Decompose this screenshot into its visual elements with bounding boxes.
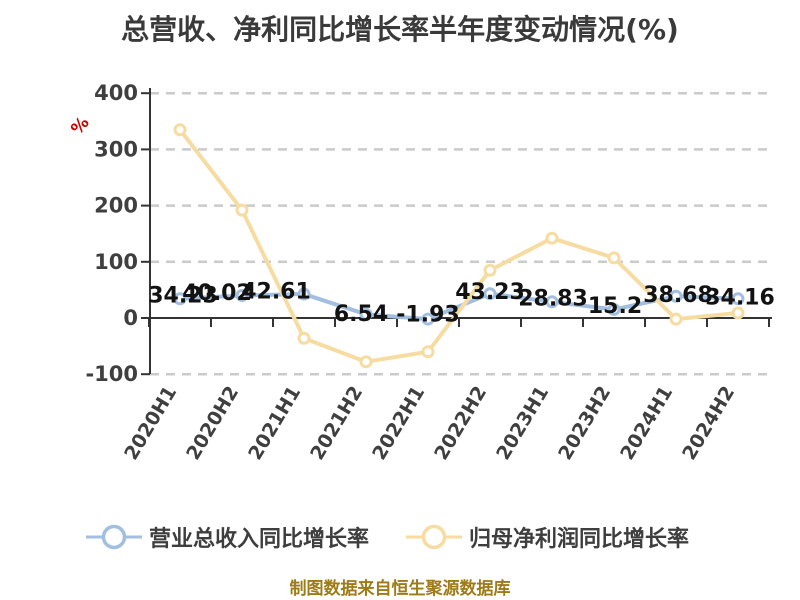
data-point-marker [483, 287, 497, 301]
data-point-label: -1.93 [396, 303, 459, 328]
data-point-marker [359, 307, 373, 321]
data-point-marker [669, 312, 683, 326]
y-tick-label: 200 [94, 194, 138, 218]
data-point-marker [173, 123, 187, 137]
data-point-label: 6.54 [334, 302, 388, 327]
data-point-marker [297, 287, 311, 301]
data-point-label: 34.16 [705, 285, 775, 310]
y-tick-label: -100 [85, 362, 138, 386]
legend-marker-revenue-icon [86, 524, 142, 550]
y-tick-label: 0 [123, 306, 138, 330]
data-point-marker [173, 292, 187, 306]
series-revenue-line [173, 287, 745, 326]
data-point-marker [545, 295, 559, 309]
x-tick-label: 2020H2 [182, 382, 243, 464]
data-point-marker [235, 203, 249, 217]
x-tick-label: 2024H2 [678, 382, 739, 464]
legend-item-revenue[interactable]: 营业总收入同比增长率 [86, 521, 369, 553]
series-profit-line [173, 123, 745, 369]
data-point-marker [297, 331, 311, 345]
data-point-marker [607, 302, 621, 316]
data-point-marker [731, 292, 745, 306]
data-point-label: 40.02 [182, 281, 252, 306]
data-point-marker [607, 251, 621, 265]
legend: 营业总收入同比增长率 归母净利润同比增长率 [0, 521, 800, 553]
data-point-marker [545, 231, 559, 245]
data-point-label: 38.68 [643, 283, 713, 308]
data-point-marker [669, 289, 683, 303]
data-point-label: 43.23 [455, 280, 525, 305]
x-tick-label: 2020H1 [120, 382, 181, 464]
x-category-labels: 2020H1 2020H2 2021H1 2021H2 2022H1 2022H2 2023… [120, 382, 739, 464]
gridlines [150, 91, 772, 376]
x-tick-label: 2023H1 [492, 382, 553, 464]
data-point-marker [483, 263, 497, 277]
x-tick-label: 2022H1 [368, 382, 429, 464]
x-tick-label: 2022H2 [430, 382, 491, 464]
data-point-marker [731, 306, 745, 320]
x-tick-label: 2021H2 [306, 382, 367, 464]
data-point-label: 34.23 [148, 283, 218, 308]
data-point-marker [235, 289, 249, 303]
data-point-marker [421, 312, 435, 326]
y-tick-label: 400 [94, 81, 138, 105]
chart-title: 总营收、净利同比增长率半年度变动情况(%) [121, 13, 679, 46]
data-point-marker [359, 355, 373, 369]
data-point-label: 42.61 [241, 280, 311, 305]
data-point-label: 28.83 [518, 286, 588, 311]
data-source-caption: 制图数据来自恒生聚源数据库 [289, 579, 511, 599]
x-tick-label: 2024H1 [616, 382, 677, 464]
data-point-marker [421, 345, 435, 359]
y-tick-label: 300 [94, 137, 138, 161]
x-tick-label: 2021H1 [244, 382, 305, 464]
legend-label-revenue: 营业总收入同比增长率 [149, 527, 370, 552]
x-tick-label: 2023H2 [554, 382, 615, 464]
legend-item-profit[interactable]: 归母净利润同比增长率 [406, 521, 689, 553]
x-axis [146, 317, 772, 327]
y-axis: 400 300 200 100 0 -100 [85, 81, 151, 386]
y-tick-label: 100 [94, 250, 138, 274]
legend-marker-profit-icon [406, 524, 462, 550]
data-point-label: 15.2 [588, 294, 642, 319]
legend-label-profit: 归母净利润同比增长率 [469, 527, 690, 552]
